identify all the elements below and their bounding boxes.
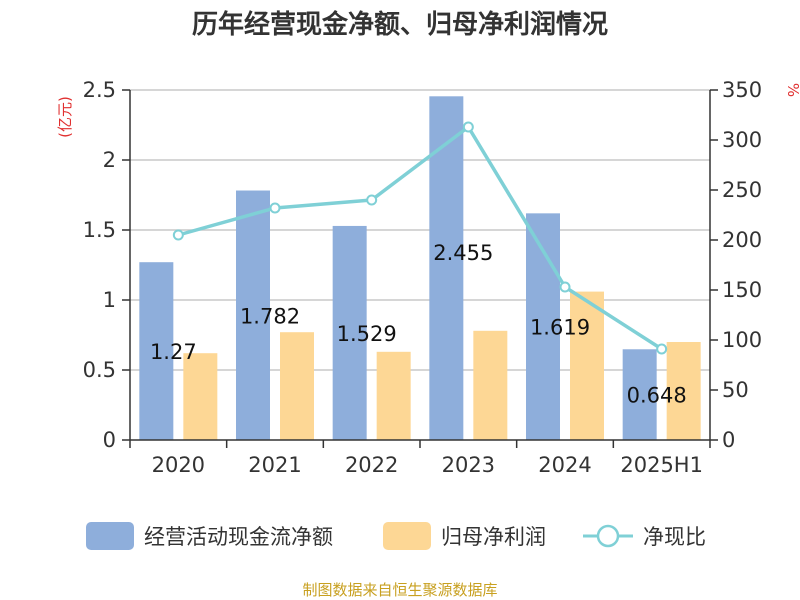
legend-label-cashflow: 经营活动现金流净额 [144,525,333,549]
data-label-cashflow: 0.648 [627,384,687,408]
right-axis-tick-label: 350 [722,78,762,102]
bar-cashflow [622,349,657,440]
x-axis-tick-label: 2024 [538,453,591,477]
bar-cashflow [429,96,464,441]
bar-net-profit [570,291,604,440]
data-label-cashflow: 1.27 [150,340,197,364]
right-axis-unit: % [784,83,800,97]
ratio-line [172,121,668,355]
ratio-point [559,281,571,293]
x-axis-tick-label: 2025H1 [620,453,703,477]
right-axis-tick-label: 150 [722,278,762,302]
bar-net-profit [183,353,218,440]
ratio-point [366,194,378,206]
legend-label-net-profit: 归母净利润 [441,525,546,549]
left-axis-tick-label: 1.5 [83,218,116,242]
right-axis-tick-label: 50 [722,378,749,402]
x-axis-tick-label: 2022 [345,453,398,477]
bar-net-profit [280,332,314,440]
right-axis-tick-label: 0 [722,428,735,452]
right-axis-tick-label: 200 [722,228,762,252]
bar-cashflow [332,225,367,440]
data-labels: 1.27 1.782 1.529 2.455 1.619 0.648 [150,241,687,407]
ratio-point [269,202,281,214]
x-axis-tick-label: 2020 [152,453,205,477]
ratio-line-path [177,125,663,351]
data-label-cashflow: 1.782 [240,304,300,328]
bars [139,96,701,441]
legend-swatch-cashflow [86,522,134,550]
data-label-cashflow: 2.455 [433,241,493,265]
legend: 经营活动现金流净额 归母净利润 净现比 [86,522,706,550]
ratio-point [172,229,184,241]
axes: 0 0.5 1 1.5 2 2.5 0 50 100 150 200 250 300 350 2020 202… [83,78,763,477]
ratio-point [462,121,474,133]
x-axis-tick-label: 2021 [248,453,301,477]
left-axis-tick-label: 1 [103,288,116,312]
bar-net-profit [473,330,508,440]
legend-marker-ratio [596,524,620,548]
right-axis-tick-label: 300 [722,128,762,152]
ratio-point [656,343,668,355]
left-axis-tick-label: 2 [103,148,116,172]
left-axis-unit: (亿元) [56,96,74,138]
source-note: 制图数据来自恒生聚源数据库 [302,581,497,599]
bar-net-profit [666,342,701,440]
gridlines [130,89,710,371]
legend-label-ratio: 净现比 [643,525,706,549]
bar-cashflow [236,190,270,440]
right-axis-tick-label: 100 [722,328,762,352]
legend-swatch-net-profit [383,522,431,550]
data-label-cashflow: 1.529 [337,322,397,346]
chart-title: 历年经营现金净额、归母净利润情况 [192,9,608,40]
bar-cashflow [139,262,174,440]
left-axis-tick-label: 0 [103,428,116,452]
right-axis-tick-label: 250 [722,178,762,202]
left-axis-tick-label: 0.5 [83,358,116,382]
x-axis-tick-label: 2023 [442,453,495,477]
bar-net-profit [376,351,411,440]
data-label-cashflow: 1.619 [530,316,590,340]
left-axis-tick-label: 2.5 [83,78,116,102]
